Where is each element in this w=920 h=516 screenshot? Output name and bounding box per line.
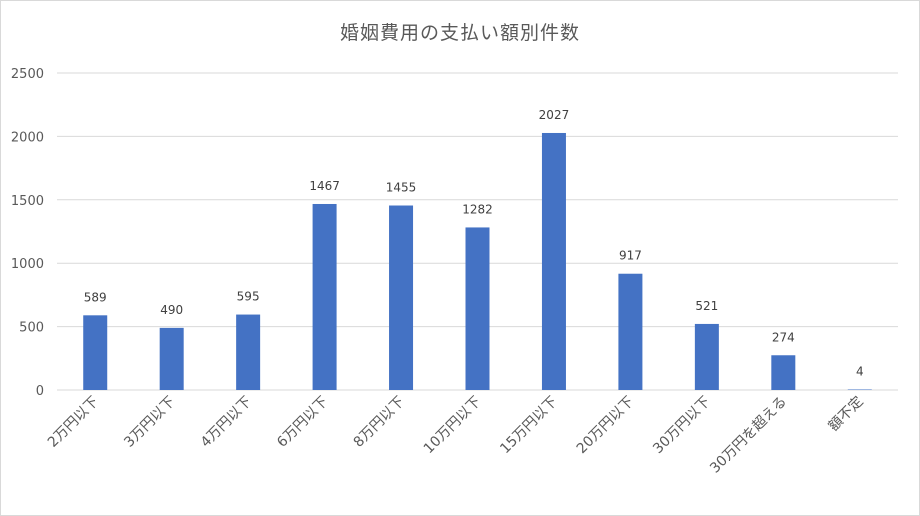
data-label: 1455 [386,181,417,195]
bar [389,205,414,390]
bars [83,132,872,391]
y-axis-ticks: 0 500 1000 1500 2000 2500 [11,67,44,399]
bar [312,203,337,390]
x-tick-label: 10万円以下 [421,394,485,458]
data-label: 917 [619,249,642,263]
bar [771,355,796,390]
data-label: 274 [772,330,795,344]
data-label: 589 [84,290,107,304]
data-label: 2027 [539,108,570,122]
data-label: 1467 [309,179,340,193]
data-labels: 589 490 595 1467 1455 1282 2027 917 521 274 4 [84,108,864,379]
data-label: 4 [856,364,864,378]
bar [236,314,261,390]
x-tick-label: 20万円以下 [574,394,638,458]
data-label: 1282 [462,202,493,216]
y-tick-label: 0 [36,384,44,399]
bar [465,227,490,390]
x-tick-label: 6万円以下 [274,394,331,451]
bar [847,389,872,390]
data-label: 490 [160,303,183,317]
x-tick-label: 額不定 [826,394,867,435]
x-tick-label: 3万円以下 [121,394,178,451]
x-tick-label: 2万円以下 [45,394,102,451]
x-tick-label: 30万円を超える [707,394,790,477]
x-tick-label: 15万円以下 [497,394,561,458]
x-tick-label: 4万円以下 [198,394,255,451]
x-tick-label: 8万円以下 [351,394,408,451]
y-tick-label: 500 [19,321,44,336]
bar [694,323,719,390]
x-tick-label: 30万円以下 [650,394,714,458]
y-tick-label: 2000 [11,130,44,145]
data-label: 595 [237,290,260,304]
bar [618,273,643,390]
y-tick-label: 1000 [11,257,44,272]
bar [83,315,108,390]
x-axis-categories: 2万円以下 3万円以下 4万円以下 6万円以下 8万円以下 10万円以下 15万円以下 20万… [45,394,867,477]
chart-title: 婚姻費用の支払い額別件数 [339,22,580,44]
y-tick-label: 2500 [11,67,44,82]
bar [159,327,184,390]
data-label: 521 [695,299,718,313]
y-tick-label: 1500 [11,194,44,209]
bar [541,132,566,391]
